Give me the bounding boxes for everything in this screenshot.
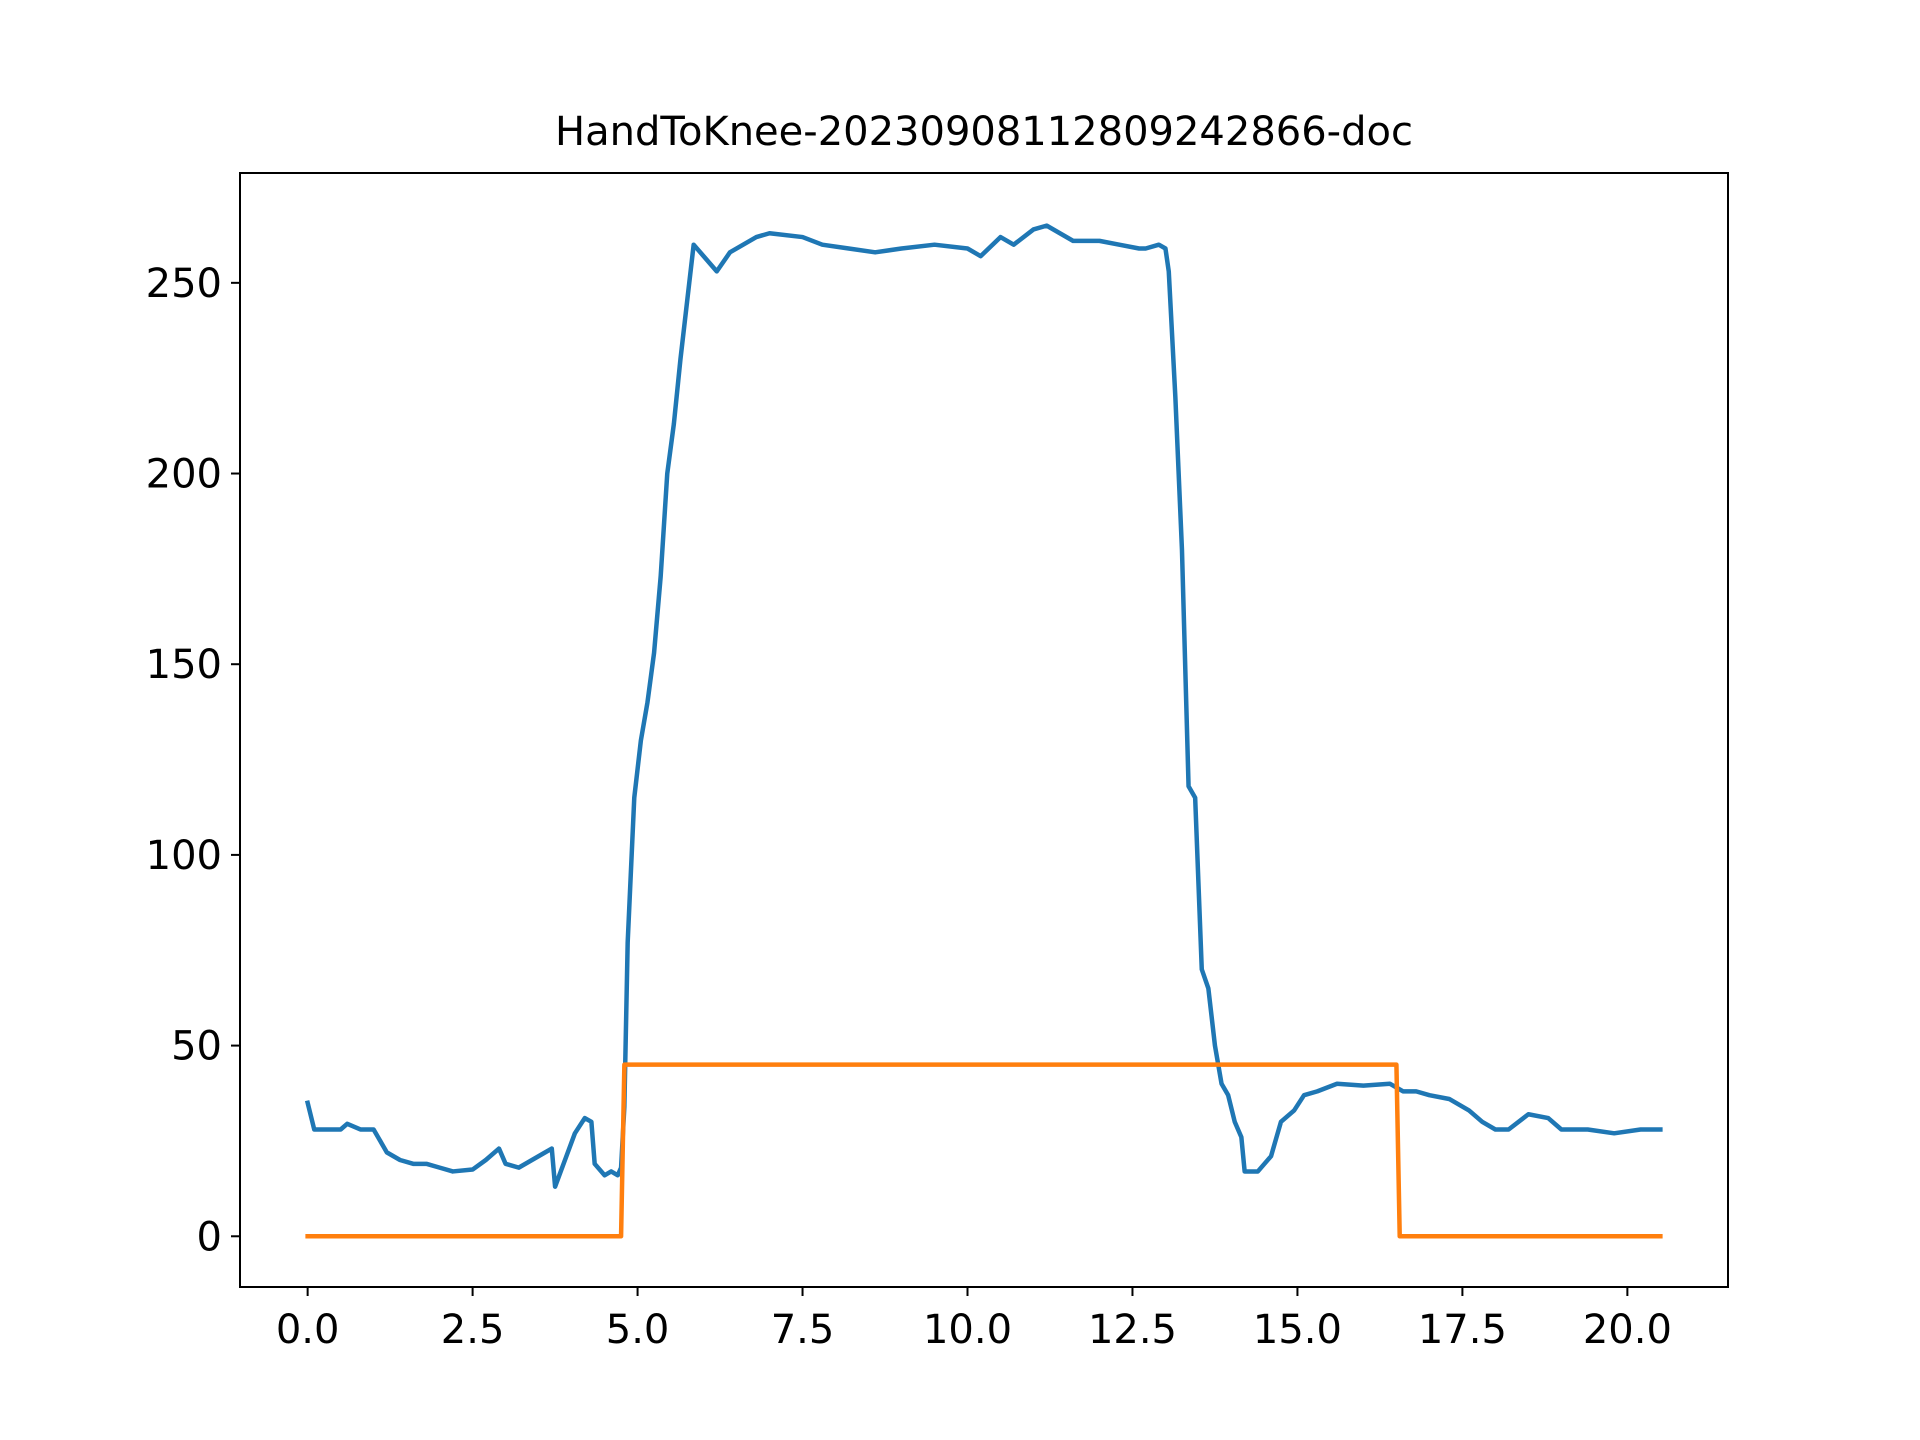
- chart-title: HandToKnee-20230908112809242866-doc: [555, 109, 1413, 155]
- x-tick-label: 10.0: [923, 1307, 1012, 1353]
- x-tick-label: 0.0: [276, 1307, 340, 1353]
- x-tick-label: 7.5: [771, 1307, 835, 1353]
- x-tick-label: 20.0: [1583, 1307, 1672, 1353]
- x-tick-label: 5.0: [606, 1307, 670, 1353]
- y-tick-label: 0: [197, 1214, 222, 1260]
- y-tick-label: 150: [146, 642, 222, 688]
- line-series: [305, 1062, 1663, 1239]
- y-tick-label: 200: [146, 452, 222, 498]
- line-series: [304, 223, 1663, 1189]
- y-tick-label: 250: [146, 261, 222, 307]
- y-tick-label: 50: [171, 1024, 222, 1070]
- x-tick-label: 15.0: [1253, 1307, 1342, 1353]
- x-tick-label: 17.5: [1418, 1307, 1507, 1353]
- plot-frame: [239, 172, 1729, 1288]
- x-tick-label: 12.5: [1088, 1307, 1177, 1353]
- y-tick-label: 100: [146, 833, 222, 879]
- x-tick-label: 2.5: [441, 1307, 505, 1353]
